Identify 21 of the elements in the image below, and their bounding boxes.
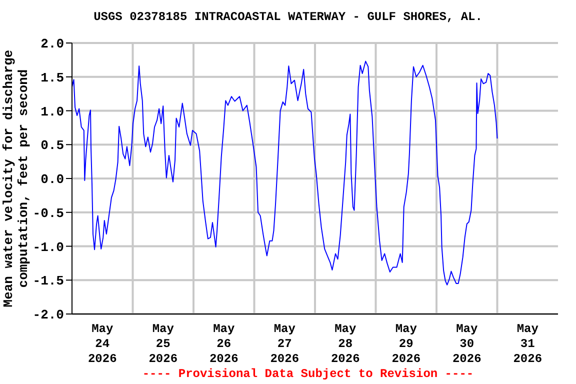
chart-title: USGS 02378185 INTRACOASTAL WATERWAY - GULF SHORES, AL. (92, 10, 484, 24)
x-tick-label: May 26 2026 (209, 322, 238, 366)
x-tick-label: May 30 2026 (452, 322, 482, 366)
y-tick-label: -0.5 (32, 206, 64, 221)
y-tick-label: -2.0 (32, 308, 64, 323)
y-tick-label: 2.0 (40, 36, 64, 52)
x-tick-label: May 28 2026 (330, 322, 360, 366)
y-tick-label: -1.5 (32, 274, 64, 289)
x-tick-label: May 24 2026 (88, 322, 117, 366)
y-tick-label: -1.0 (32, 240, 64, 255)
y-tick-label: 0.5 (40, 138, 64, 154)
y-tick-label: 0.0 (40, 172, 64, 188)
x-tick-label: May 27 2026 (270, 322, 300, 366)
x-tick-label: May 25 2026 (148, 322, 178, 366)
text: ---- Provisional Data Subject to Revision ---- (141, 367, 475, 381)
y-tick-label: 1.5 (40, 70, 64, 86)
y-axis-title: Mean water velocity for discharge computation, feet per second (1, 50, 31, 308)
x-tick-label: May 29 2026 (392, 322, 421, 366)
x-tick-label: May 31 2026 (513, 322, 542, 366)
y-tick-label: 1.0 (40, 104, 64, 120)
line-series (72, 60, 498, 286)
